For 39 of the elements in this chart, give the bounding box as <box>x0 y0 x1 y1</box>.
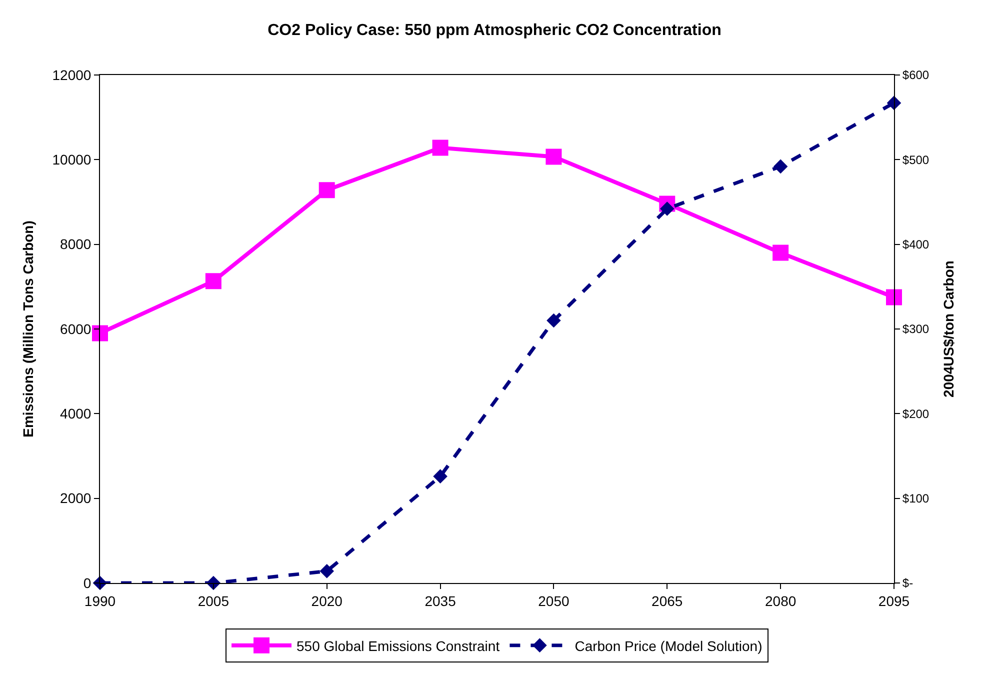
y-tick-label: 2000 <box>60 490 92 506</box>
point <box>92 325 108 342</box>
y-axis-title: Emissions (Million Tons Carbon) <box>20 220 36 438</box>
y-tick-label: 6000 <box>60 320 92 337</box>
point <box>205 273 222 290</box>
y-tick-label: 4000 <box>60 406 92 422</box>
y2-tick-label: $- <box>902 576 914 590</box>
legend-label: 550 Global Emissions Constraint <box>296 638 500 654</box>
point <box>660 202 674 216</box>
point <box>772 244 789 261</box>
point <box>546 313 561 328</box>
y2-tick-label: $300 <box>902 322 930 336</box>
y2-axis-title: 2004US$/ton Carbon <box>940 260 957 398</box>
point <box>773 159 788 174</box>
point <box>886 289 902 306</box>
x-tick-label: 2095 <box>878 592 910 609</box>
point <box>433 469 448 484</box>
y-tick-label: 0 <box>83 574 92 591</box>
x-tick-label: 2035 <box>424 592 456 609</box>
point <box>546 148 562 165</box>
x-tick-label: 2005 <box>198 592 230 609</box>
x-tick-label: 2065 <box>652 592 683 609</box>
y-tick-label: 8000 <box>60 236 92 252</box>
y-tick-label: 10000 <box>52 152 92 168</box>
x-tick-label: 2080 <box>764 592 796 609</box>
y-tick-label: 12000 <box>52 66 92 83</box>
y2-tick-label: $500 <box>902 152 930 167</box>
legend-label: Carbon Price (Model Solution) <box>574 638 762 654</box>
x-tick-label: 1990 <box>84 592 116 609</box>
y2-tick-label: $200 <box>902 406 930 421</box>
point <box>318 182 335 198</box>
y2-tick-label: $400 <box>902 238 930 252</box>
chart-title: CO2 Policy Case: 550 ppm Atmospheric CO2 Concentration <box>268 22 722 39</box>
y2-tick-label: $100 <box>902 492 930 506</box>
y2-tick-label: $600 <box>902 68 930 82</box>
x-tick-label: 2050 <box>538 592 570 609</box>
x-tick-label: 2020 <box>311 592 343 609</box>
point <box>432 140 448 156</box>
point <box>320 564 334 578</box>
